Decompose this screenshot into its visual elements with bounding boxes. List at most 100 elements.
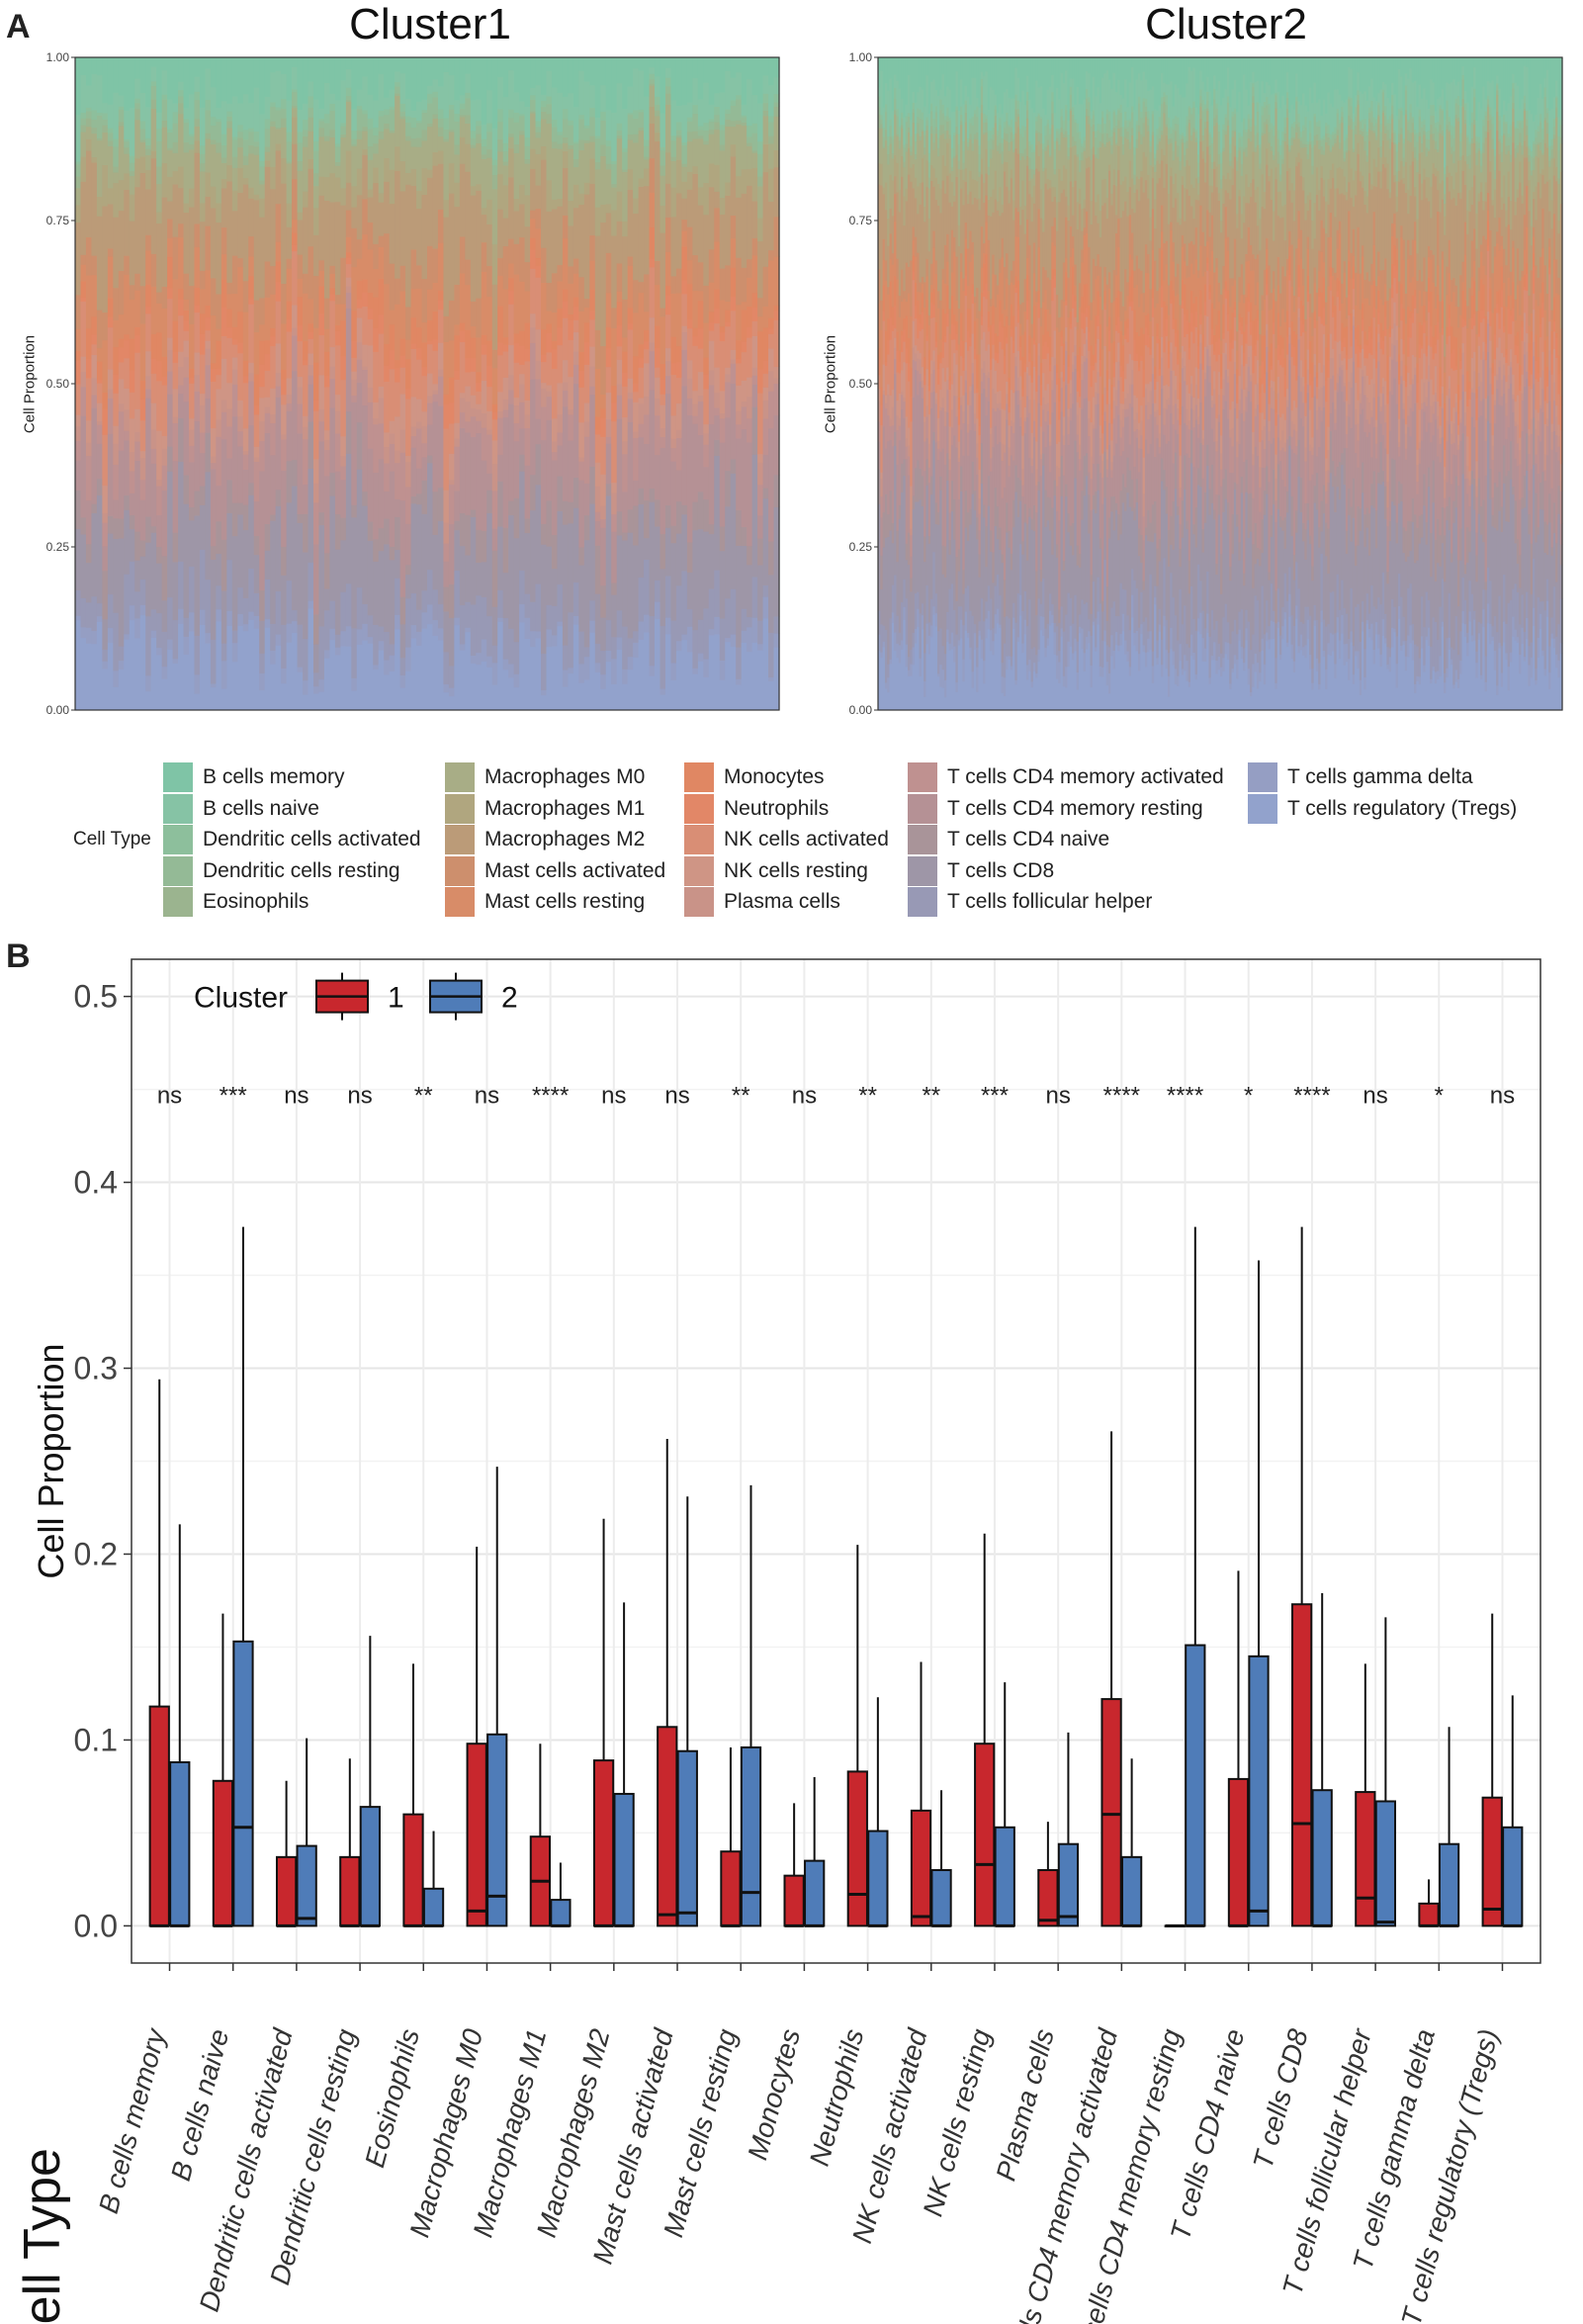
- stack-segment: [259, 386, 266, 399]
- stack-segment: [978, 171, 982, 177]
- stack-segment: [736, 410, 743, 425]
- stack-segment: [183, 299, 190, 311]
- stack-segment: [1062, 475, 1066, 562]
- stack-segment: [308, 608, 314, 711]
- stack-segment: [1016, 153, 1020, 213]
- stack-segment: [323, 200, 331, 299]
- stack-segment: [1016, 77, 1020, 101]
- stack-segment: [96, 443, 103, 480]
- stack-segment: [405, 358, 412, 390]
- stack-segment: [1074, 316, 1078, 327]
- stack-segment: [898, 504, 902, 519]
- stack-segment: [161, 69, 168, 95]
- stack-segment: [730, 267, 737, 298]
- stack-segment: [427, 455, 434, 464]
- stack-segment: [421, 480, 428, 514]
- stack-segment: [399, 57, 406, 74]
- stack-segment: [194, 391, 201, 422]
- stack-segment: [318, 374, 325, 409]
- stack-segment: [124, 173, 131, 191]
- stack-segment: [286, 226, 293, 259]
- stack-segment: [134, 57, 141, 79]
- stack-segment: [905, 458, 909, 544]
- stack-segment: [730, 105, 737, 122]
- stack-segment: [751, 201, 758, 238]
- stack-segment: [882, 127, 886, 137]
- stack-segment: [996, 402, 1000, 408]
- stack-segment: [941, 367, 945, 399]
- stack-segment: [551, 460, 559, 536]
- stack-segment: [987, 371, 991, 379]
- stack-segment: [416, 503, 423, 610]
- stack-segment: [896, 372, 900, 402]
- stack-segment: [378, 278, 385, 315]
- stack-segment: [964, 490, 968, 528]
- stack-segment: [102, 392, 109, 409]
- stack-segment: [340, 126, 347, 135]
- stack-segment: [1060, 192, 1064, 301]
- stack-segment: [161, 678, 168, 711]
- stack-segment: [1088, 115, 1092, 125]
- stack-segment: [281, 379, 288, 396]
- stack-segment: [692, 335, 699, 346]
- stack-segment: [210, 314, 217, 364]
- stack-segment: [1088, 273, 1092, 306]
- stack-segment: [183, 654, 190, 711]
- stack-segment: [969, 524, 973, 611]
- stack-segment: [957, 461, 961, 500]
- stack-segment: [660, 149, 666, 166]
- stack-segment: [1016, 322, 1020, 352]
- stack-segment: [410, 348, 417, 398]
- stack-segment: [216, 294, 222, 329]
- stack-segment: [578, 547, 585, 566]
- stack-segment: [1012, 526, 1015, 603]
- stack-segment: [1032, 151, 1036, 170]
- stack-segment: [905, 644, 909, 668]
- stack-segment: [990, 369, 993, 428]
- stack-segment: [102, 669, 109, 711]
- stack-segment: [253, 87, 260, 133]
- stack-segment: [1044, 167, 1048, 184]
- stack-segment: [562, 317, 569, 361]
- stack-segment: [281, 403, 288, 435]
- stack-segment: [1028, 507, 1032, 517]
- stack-segment: [210, 139, 217, 144]
- stack-segment: [91, 630, 98, 645]
- stack-segment: [887, 245, 891, 288]
- stack-segment: [113, 138, 120, 147]
- stack-segment: [129, 514, 135, 530]
- stack-segment: [934, 89, 938, 107]
- stack-segment: [205, 225, 212, 271]
- stack-segment: [486, 434, 493, 474]
- stack-segment: [1012, 200, 1015, 221]
- stack-segment: [884, 407, 888, 449]
- stack-segment: [934, 177, 938, 201]
- stack-segment: [1030, 382, 1034, 433]
- stack-segment: [308, 562, 314, 601]
- stack-segment: [318, 626, 325, 680]
- stack-segment: [161, 127, 168, 164]
- stack-segment: [583, 364, 590, 403]
- stack-segment: [1001, 408, 1005, 444]
- stack-segment: [1088, 57, 1092, 74]
- stack-segment: [312, 614, 320, 645]
- stack-segment: [686, 131, 693, 142]
- stack-segment: [670, 362, 677, 376]
- stack-segment: [703, 357, 710, 375]
- stack-segment: [917, 337, 921, 351]
- stack-segment: [303, 438, 309, 486]
- stack-segment: [903, 341, 907, 363]
- stack-segment: [939, 389, 943, 407]
- stack-segment: [903, 619, 907, 711]
- stack-segment: [930, 598, 933, 626]
- stack-segment: [502, 161, 509, 166]
- stack-segment: [546, 385, 553, 392]
- stack-segment: [670, 216, 677, 277]
- stack-segment: [199, 270, 207, 290]
- stack-segment: [1081, 379, 1085, 409]
- stack-segment: [898, 88, 902, 128]
- stack-segment: [437, 135, 445, 151]
- stack-segment: [1035, 676, 1039, 711]
- stack-segment: [719, 92, 726, 126]
- stack-segment: [880, 516, 884, 556]
